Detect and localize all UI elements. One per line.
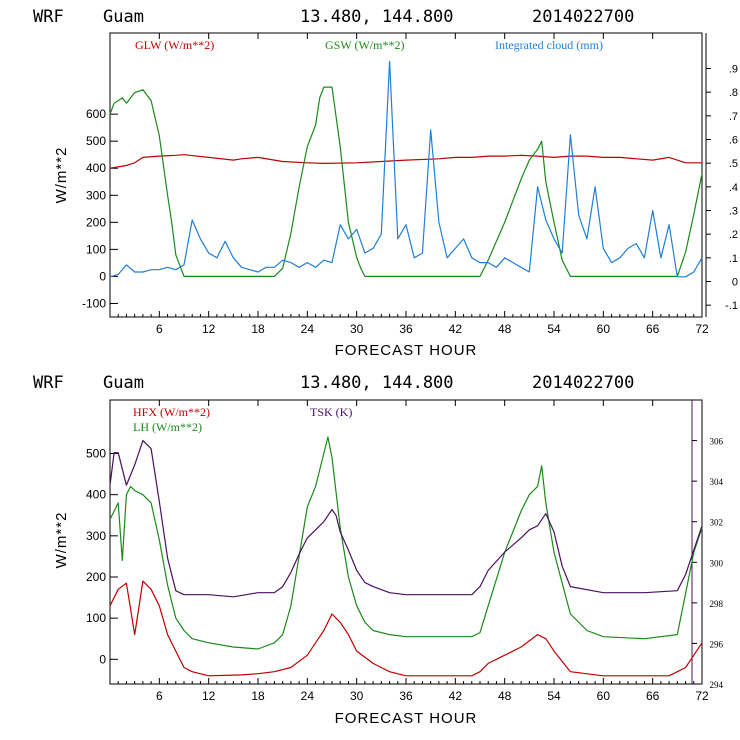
legend-hfx: HFX (W/m**2) [133,405,210,419]
top-y2tick-label: -.1 [725,300,738,312]
bottom-coords-label: 13.480, 144.800 [300,373,454,393]
top-init-label: 2014022700 [532,7,634,27]
top-ytick-label: 300 [86,188,106,202]
top-coords-label: 13.480, 144.800 [300,7,454,27]
bottom-ytick-label: 0 [99,652,106,666]
top-y2tick-label: .5 [729,158,738,170]
bottom-xtick-label: 48 [498,689,512,703]
bottom-legend: HFX (W/m**2) LH (W/m**2) TSK (K) [133,405,352,434]
bottom-model-label: WRF [33,373,64,393]
bottom-ticks: 6 12 18 24 30 36 42 48 54 60 66 72 0 100 200 300 400 500 2… [86,400,724,703]
bottom-xtick-label: 72 [695,689,709,703]
bottom-xtick-label: 54 [547,689,561,703]
legend-glw: GLW (W/m**2) [135,38,214,52]
bottom-xtick-label: 30 [350,689,364,703]
bottom-series-tsk-line [109,440,703,598]
bottom-series-group [109,436,703,677]
bottom-series-lh-line [109,436,703,650]
top-x-axis-label: FORECAST HOUR [335,342,478,359]
bottom-x-axis-label: FORECAST HOUR [335,710,478,727]
bottom-station-label: Guam [103,373,144,393]
bottom-y2tick-label: 296 [710,639,724,649]
top-ytick-label: 500 [86,134,106,148]
bottom-ytick-label: 200 [86,570,106,584]
bottom-y2tick-label: 300 [710,558,724,568]
bottom-xtick-label: 36 [399,689,413,703]
bottom-init-label: 2014022700 [532,373,634,393]
top-series-group [109,60,703,278]
top-xtick-label: 54 [547,322,561,336]
bottom-xtick-label: 18 [251,689,265,703]
top-y2tick-label: .6 [729,135,738,147]
bottom-series-hfx-line [109,580,703,677]
top-xtick-label: 66 [646,322,660,336]
bottom-ytick-label: 100 [86,611,106,625]
top-y2tick-label: 0 [732,277,738,289]
top-ytick-label: 600 [86,107,106,121]
bottom-y2tick-label: 302 [710,518,724,528]
top-station-label: Guam [103,7,144,27]
bottom-y-axis-label: W/m**2 [53,512,70,569]
bottom-y2tick-label: 306 [710,437,724,447]
top-series-gsw-line [109,86,703,277]
top-y2tick-label: .9 [729,64,738,76]
legend-gsw: GSW (W/m**2) [325,38,404,52]
bottom-xtick-label: 12 [202,689,216,703]
top-ytick-label: 400 [86,161,106,175]
top-ytick-label: 0 [99,269,106,283]
top-xtick-label: 12 [202,322,216,336]
bottom-y2tick-label: 294 [710,680,724,690]
bottom-xtick-label: 42 [449,689,463,703]
legend-tsk: TSK (K) [310,405,352,419]
top-y2tick-label: .2 [729,229,738,241]
bottom-ytick-label: 400 [86,488,106,502]
top-xtick-label: 72 [695,322,709,336]
top-xtick-label: 60 [597,322,611,336]
bottom-xtick-label: 60 [597,689,611,703]
bottom-y2tick-label: 298 [710,599,724,609]
bottom-chart: WRF Guam 13.480, 144.800 2014022700 6 12 1… [33,373,724,727]
bottom-plot-frame [109,399,703,685]
top-xtick-label: 6 [156,322,163,336]
top-plot-frame [109,32,703,318]
top-xtick-label: 36 [399,322,413,336]
bottom-xtick-label: 24 [301,689,315,703]
top-chart: WRF Guam 13.480, 144.800 2014022700 6 12 1… [33,7,738,359]
legend-integrated-cloud: Integrated cloud (mm) [495,38,603,52]
top-series-glw-line [109,154,702,169]
top-xtick-label: 30 [350,322,364,336]
bottom-header: WRF Guam 13.480, 144.800 2014022700 [33,373,634,393]
top-header: WRF Guam 13.480, 144.800 2014022700 [33,7,634,27]
bottom-ytick-label: 500 [86,447,106,461]
bottom-xtick-label: 66 [646,689,660,703]
top-y2tick-label: .1 [729,253,738,265]
top-series-integrated-line [109,60,703,278]
bottom-xtick-label: 6 [156,689,163,703]
legend-lh: LH (W/m**2) [133,420,202,434]
bottom-y2tick-label: 304 [710,477,724,487]
top-ticks: 6 12 18 24 30 36 42 48 54 60 66 72 -100 0 100 200 300 400… [82,33,738,336]
top-model-label: WRF [33,7,64,27]
top-legend: GLW (W/m**2) GSW (W/m**2) Integrated clo… [135,38,603,52]
bottom-ytick-label: 300 [86,529,106,543]
top-xtick-label: 42 [449,322,463,336]
top-y2tick-label: .4 [729,182,738,194]
top-xtick-label: 24 [301,322,315,336]
top-y2tick-label: .3 [729,206,738,218]
top-ytick-label: -100 [82,296,106,310]
top-ytick-label: 200 [86,215,106,229]
top-ytick-label: 100 [86,242,106,256]
top-y-axis-label: W/m**2 [53,147,70,204]
top-y2tick-label: .7 [729,111,738,123]
top-y2tick-label: .8 [729,87,738,99]
top-xtick-label: 48 [498,322,512,336]
top-xtick-label: 18 [251,322,265,336]
